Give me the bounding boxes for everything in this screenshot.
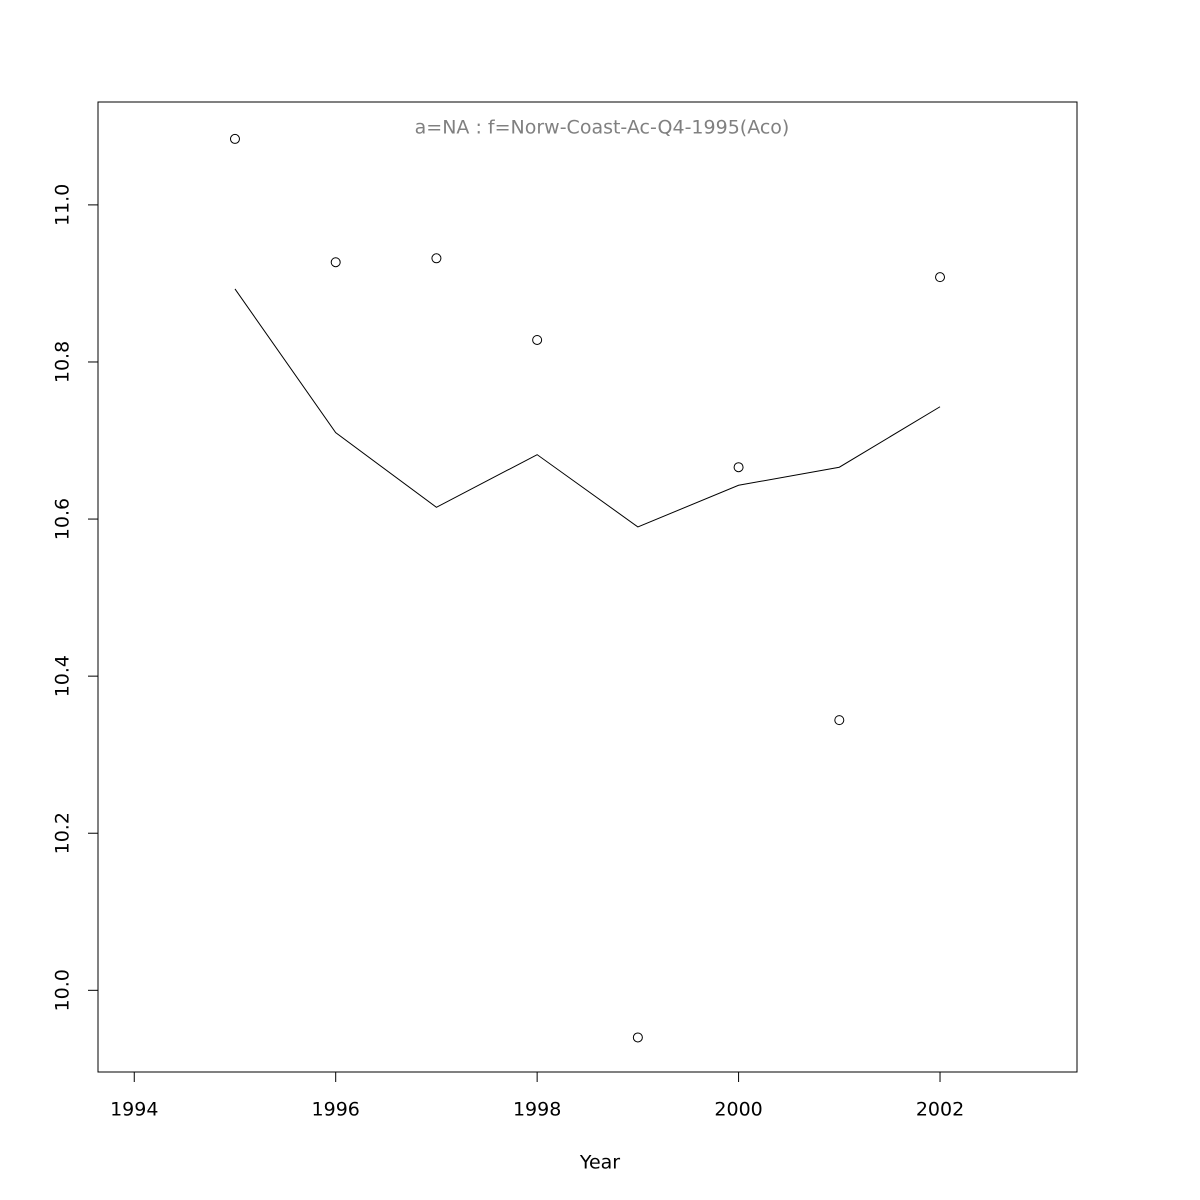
x-tick-label: 1994 [110, 1099, 158, 1121]
x-tick-label: 2002 [916, 1099, 964, 1121]
y-tick-label: 10.6 [52, 498, 74, 540]
data-line [234, 288, 941, 528]
y-tick-label: 10.0 [52, 969, 74, 1011]
chart-title: a=NA : f=Norw-Coast-Ac-Q4-1995(Aco) [415, 117, 790, 139]
x-tick-label: 1998 [513, 1099, 561, 1121]
data-point [733, 462, 744, 473]
x-axis-label: Year [579, 1152, 620, 1174]
y-tick-label: 11.0 [52, 184, 74, 226]
y-tick-label: 10.4 [52, 655, 74, 697]
plot-frame [97, 101, 1078, 1073]
data-point [935, 272, 946, 283]
data-point [834, 715, 845, 726]
y-tick-label: 10.2 [52, 812, 74, 854]
x-tick-label: 1996 [312, 1099, 360, 1121]
y-tick-label: 10.8 [52, 341, 74, 383]
data-point [632, 1032, 643, 1043]
data-point [431, 253, 442, 264]
data-point [330, 257, 341, 268]
data-point [229, 133, 240, 144]
data-point [532, 334, 543, 345]
x-tick-label: 2000 [714, 1099, 762, 1121]
